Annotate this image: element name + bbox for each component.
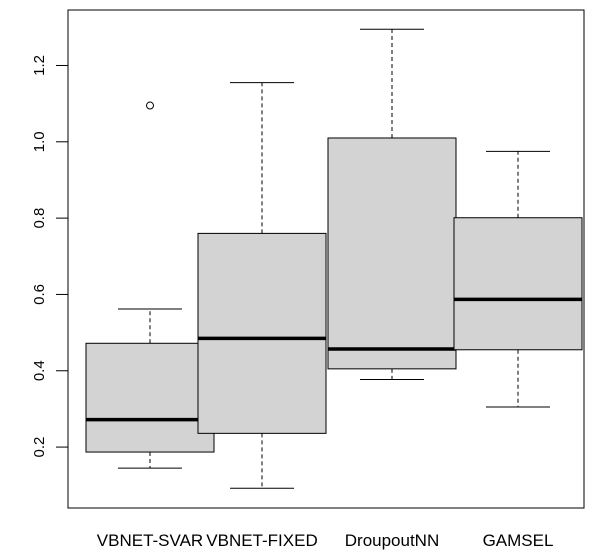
iqr-box — [327, 137, 457, 370]
y-tick-label: 0.2 — [31, 437, 48, 458]
y-tick-label: 0.8 — [31, 208, 48, 229]
iqr-box — [197, 232, 327, 434]
y-tick-label: 0.4 — [31, 360, 48, 381]
y-tick-label: 1.2 — [31, 55, 48, 76]
y-axis: 0.2 0.4 0.6 0.8 1.0 1.2 — [31, 55, 69, 458]
x-category-label: GAMSEL — [483, 531, 554, 550]
box-group-droupoutnn — [327, 28, 457, 381]
y-tick-label: 0.6 — [31, 284, 48, 305]
x-category-label: VBNET-SVAR — [97, 531, 203, 550]
box-group-gamsel — [453, 150, 583, 408]
iqr-box — [453, 217, 583, 351]
box-group-vbnet-fixed — [197, 82, 327, 489]
box-group-vbnet-svar — [85, 101, 215, 469]
x-category-label: DroupoutNN — [345, 531, 440, 550]
x-axis-labels: VBNET-SVAR VBNET-FIXED DroupoutNN GAMSEL — [97, 531, 554, 550]
iqr-box — [85, 342, 215, 453]
x-category-label: VBNET-FIXED — [206, 531, 317, 550]
outlier-point — [146, 101, 154, 110]
y-tick-label: 1.0 — [31, 131, 48, 152]
boxes — [85, 28, 583, 489]
